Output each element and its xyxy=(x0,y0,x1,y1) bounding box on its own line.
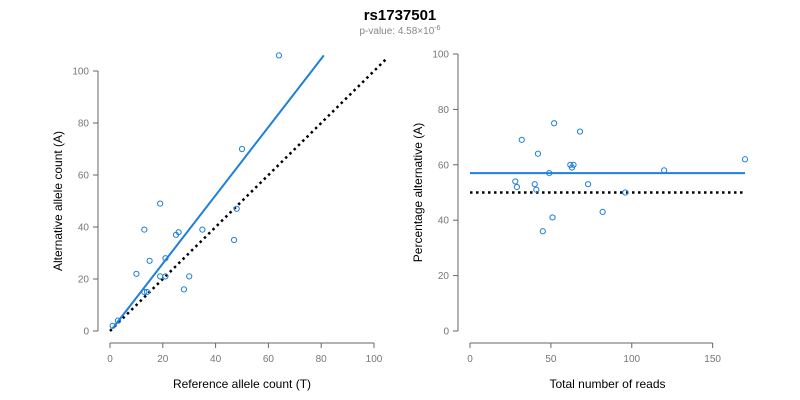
x-tick-label: 0 xyxy=(467,354,473,365)
x-tick-label: 150 xyxy=(704,354,721,365)
data-point xyxy=(141,226,148,233)
x-tick-label: 100 xyxy=(366,354,383,365)
y-axis-label: Alternative allele count (A) xyxy=(51,131,65,271)
y-tick-label: 20 xyxy=(438,271,450,282)
data-point xyxy=(584,181,592,188)
data-point xyxy=(233,205,240,212)
data-point xyxy=(534,150,542,157)
data-point xyxy=(230,236,238,244)
data-point xyxy=(661,167,668,174)
x-tick-label: 50 xyxy=(545,354,557,365)
data-point xyxy=(175,229,182,236)
data-point xyxy=(513,183,521,191)
data-point xyxy=(531,181,538,188)
data-point xyxy=(576,128,584,135)
x-tick-label: 0 xyxy=(107,354,113,365)
y-tick-label: 40 xyxy=(78,223,90,234)
data-point xyxy=(146,257,153,264)
data-point xyxy=(114,317,122,324)
data-point xyxy=(599,208,606,215)
data-point xyxy=(518,136,525,143)
right-panel: 0 50 100 150 0 20 40 60 80 100 Total number of rea… xyxy=(411,50,749,391)
x-tick-label: 100 xyxy=(623,354,640,365)
y-tick-label: 60 xyxy=(438,160,450,171)
y-tick-label: 0 xyxy=(443,327,449,338)
y-tick-label: 20 xyxy=(78,275,90,286)
data-point xyxy=(157,200,164,207)
data-point xyxy=(539,228,546,235)
data-point xyxy=(549,214,556,221)
data-point xyxy=(133,270,140,277)
data-point xyxy=(180,286,188,293)
data-point xyxy=(741,156,749,163)
data-point xyxy=(546,170,553,177)
data-point xyxy=(533,186,540,193)
y-tick-label: 60 xyxy=(78,171,90,182)
data-point xyxy=(512,178,519,185)
y-tick-label: 100 xyxy=(432,50,449,61)
x-tick-label: 40 xyxy=(210,354,222,365)
data-point xyxy=(199,226,206,233)
data-point xyxy=(141,288,148,296)
p-value-text: p-value: 4.58×10 xyxy=(359,26,434,37)
y-tick-label: 40 xyxy=(438,216,450,227)
y-tick-label: 80 xyxy=(78,119,90,130)
x-tick-label: 80 xyxy=(316,354,328,365)
data-point xyxy=(162,273,169,280)
y-axis-label: Percentage alternative (A) xyxy=(411,123,425,262)
data-point xyxy=(551,120,558,127)
p-value-exponent: -6 xyxy=(434,25,440,32)
data-point xyxy=(238,145,246,153)
y-tick-label: 80 xyxy=(438,105,450,116)
data-point xyxy=(186,273,193,280)
data-point xyxy=(622,189,629,196)
x-axis-label: Total number of reads xyxy=(549,377,665,391)
data-point xyxy=(275,52,283,59)
chart-title: rs1737501 xyxy=(364,7,437,24)
y-tick-label: 100 xyxy=(72,67,89,78)
x-tick-label: 60 xyxy=(263,354,275,365)
x-axis-label: Reference allele count (T) xyxy=(173,377,311,391)
x-tick-label: 20 xyxy=(157,354,169,365)
left-panel: 0 20 40 60 80 100 0 20 40 60 80 100 Reference allele… xyxy=(51,52,389,391)
data-point xyxy=(109,322,116,329)
data-point xyxy=(157,273,164,280)
y-tick-label: 0 xyxy=(83,327,89,338)
chart-subtitle: p-value: 4.58×10-6 xyxy=(359,25,440,37)
fit-line xyxy=(111,54,325,330)
data-point xyxy=(570,161,577,168)
data-point xyxy=(143,288,151,296)
data-point xyxy=(162,255,169,262)
reference-line xyxy=(109,57,389,332)
